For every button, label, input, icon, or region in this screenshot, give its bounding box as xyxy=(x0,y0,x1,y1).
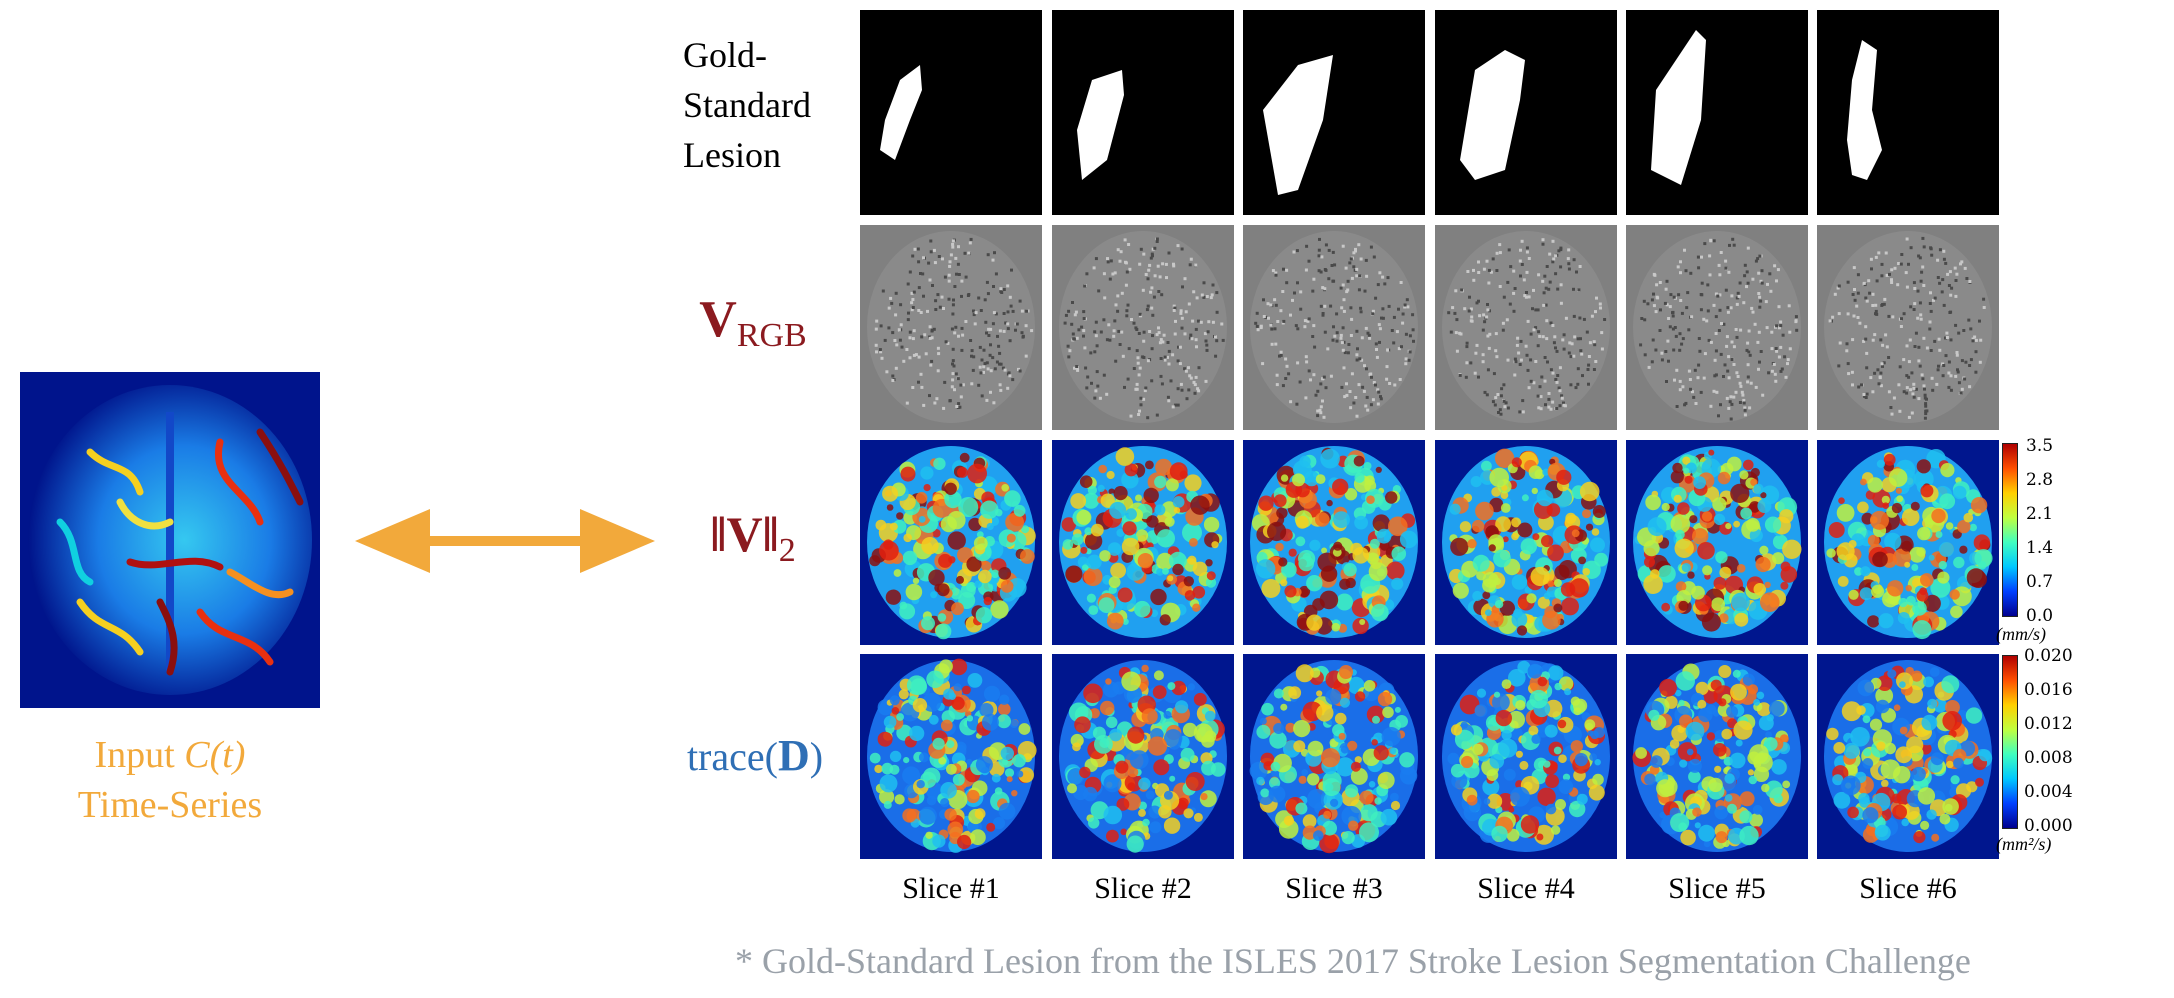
gold-slice-5-image xyxy=(1626,10,1808,215)
vnorm-slice-1-image xyxy=(860,440,1042,645)
vrgb-slice-4-image xyxy=(1435,225,1617,430)
colorbar-diffusion-gradient xyxy=(2002,655,2018,829)
gold-slice-6-image xyxy=(1817,10,1999,215)
slice-label-4: Slice #4 xyxy=(1477,872,1575,905)
colorbar-diffusion-tick-1: 0.016 xyxy=(2024,680,2073,700)
vrgb-slice-3-image xyxy=(1243,225,1425,430)
row-label-trace-d: trace(D) xyxy=(670,730,840,781)
row-label-gold-standard: Gold- Standard Lesion xyxy=(683,30,843,180)
vrgb-slice-5-image xyxy=(1626,225,1808,430)
vnorm-slice-5-image xyxy=(1626,440,1808,645)
input-label-prefix: Input xyxy=(94,734,185,776)
colorbar-diffusion-tick-3: 0.008 xyxy=(2024,748,2073,768)
input-label-line2: Time-Series xyxy=(77,784,263,826)
vrgb-slice-2-image xyxy=(1052,225,1234,430)
vnorm-slice-2-image xyxy=(1052,440,1234,645)
input-label: Input C(t) Time-Series xyxy=(20,730,320,830)
gold-label-line1: Gold- xyxy=(683,35,767,75)
row-label-vrgb: VRGB xyxy=(683,290,823,355)
colorbar-velocity-tick-0: 3.5 xyxy=(2026,436,2054,456)
trace-bold: D xyxy=(777,731,810,780)
trace-slice-6-image xyxy=(1817,654,1999,859)
gold-slice-1-image xyxy=(860,10,1042,215)
gold-label-line2: Standard xyxy=(683,85,811,125)
vrgb-slice-1-image xyxy=(860,225,1042,430)
trace-prefix: trace( xyxy=(686,734,778,779)
input-brain-image xyxy=(20,372,320,708)
vrgb-slice-6-image xyxy=(1817,225,1999,430)
colorbar-diffusion-tick-2: 0.012 xyxy=(2024,714,2073,734)
double-arrow-icon xyxy=(355,509,655,573)
footnote: * Gold-Standard Lesion from the ISLES 20… xyxy=(735,941,1971,981)
trace-suffix: ) xyxy=(809,734,824,779)
vnorm-sub: 2 xyxy=(778,532,796,569)
colorbar-diffusion-tick-0: 0.020 xyxy=(2024,646,2073,666)
slice-label-5: Slice #5 xyxy=(1668,872,1766,905)
gold-slice-3-image xyxy=(1243,10,1425,215)
colorbar-velocity-tick-4: 0.7 xyxy=(2026,572,2054,592)
vrgb-sub: RGB xyxy=(736,317,807,354)
vrgb-main: V xyxy=(699,291,737,348)
input-label-math: C(t) xyxy=(184,734,246,776)
vnorm-slice-3-image xyxy=(1243,440,1425,645)
slice-label-2: Slice #2 xyxy=(1094,872,1192,905)
trace-slice-5-image xyxy=(1626,654,1808,859)
colorbar-velocity-unit: (mm/s) xyxy=(1996,624,2046,644)
trace-slice-3-image xyxy=(1243,654,1425,859)
vnorm-slice-6-image xyxy=(1817,440,1999,645)
colorbar-velocity-tick-1: 2.8 xyxy=(2026,470,2054,490)
colorbar-velocity-tick-5: 0.0 xyxy=(2026,606,2054,626)
slice-label-1: Slice #1 xyxy=(902,872,1000,905)
trace-slice-2-image xyxy=(1052,654,1234,859)
colorbar-velocity-tick-3: 1.4 xyxy=(2026,538,2054,558)
slice-label-6: Slice #6 xyxy=(1859,872,1957,905)
colorbar-diffusion-tick-5: 0.000 xyxy=(2024,816,2073,836)
row-label-velocity-norm: ‖V‖2 xyxy=(683,505,823,570)
vnorm-main: ‖V‖ xyxy=(710,506,779,562)
colorbar-velocity-gradient xyxy=(2002,443,2018,617)
trace-slice-1-image xyxy=(860,654,1042,859)
gold-slice-4-image xyxy=(1435,10,1617,215)
trace-slice-4-image xyxy=(1435,654,1617,859)
colorbar-velocity-tick-2: 2.1 xyxy=(2026,504,2054,524)
colorbar-diffusion-unit: (mm²/s) xyxy=(1996,834,2052,854)
gold-slice-2-image xyxy=(1052,10,1234,215)
gold-label-line3: Lesion xyxy=(683,135,781,175)
vnorm-slice-4-image xyxy=(1435,440,1617,645)
slice-label-3: Slice #3 xyxy=(1285,872,1383,905)
colorbar-diffusion-tick-4: 0.004 xyxy=(2024,782,2073,802)
